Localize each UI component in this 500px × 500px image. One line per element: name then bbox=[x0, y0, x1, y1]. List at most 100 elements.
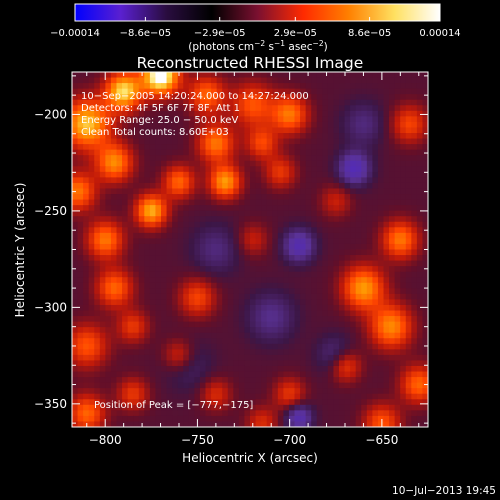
heatmap-cell bbox=[155, 166, 162, 173]
heatmap-cell bbox=[405, 238, 412, 245]
heatmap-cell bbox=[350, 304, 357, 312]
heatmap-cell bbox=[172, 332, 179, 339]
heatmap-cell bbox=[116, 260, 123, 267]
heatmap-cell bbox=[116, 304, 123, 312]
heatmap-cell bbox=[105, 227, 112, 234]
heatmap-cell bbox=[144, 382, 151, 389]
heatmap-cell bbox=[122, 177, 129, 184]
heatmap-cell bbox=[183, 205, 190, 212]
heatmap-cell bbox=[322, 88, 329, 95]
heatmap-cell bbox=[411, 327, 418, 334]
heatmap-cell bbox=[294, 299, 301, 306]
heatmap-cell bbox=[266, 371, 273, 378]
heatmap-cell bbox=[316, 105, 323, 112]
heatmap-cell bbox=[250, 94, 257, 101]
heatmap-cell bbox=[238, 371, 246, 378]
heatmap-cell bbox=[283, 232, 290, 240]
heatmap-cell bbox=[394, 144, 401, 151]
heatmap-cell bbox=[205, 194, 212, 201]
heatmap-cell bbox=[122, 304, 129, 312]
heatmap-cell bbox=[72, 144, 79, 151]
heatmap-cell bbox=[350, 354, 357, 362]
heatmap-cell bbox=[172, 249, 179, 256]
heatmap-cell bbox=[122, 421, 129, 427]
heatmap-cell bbox=[333, 77, 340, 84]
heatmap-cell bbox=[250, 410, 257, 417]
heatmap-cell bbox=[333, 288, 340, 295]
heatmap-cell bbox=[194, 121, 201, 129]
heatmap-cell bbox=[300, 338, 307, 345]
heatmap-cell bbox=[88, 160, 95, 167]
heatmap-cell bbox=[72, 116, 79, 123]
heatmap-cell bbox=[272, 171, 279, 178]
heatmap-cell bbox=[322, 415, 329, 423]
heatmap-cell bbox=[99, 243, 106, 251]
heatmap-cell bbox=[94, 94, 101, 101]
heatmap-cell bbox=[83, 266, 90, 273]
heatmap-cell bbox=[88, 155, 95, 162]
heatmap-cell bbox=[327, 404, 335, 411]
heatmap-cell bbox=[161, 160, 168, 167]
heatmap-cell bbox=[311, 410, 318, 417]
heatmap-cell bbox=[389, 388, 396, 395]
heatmap-cell bbox=[250, 99, 257, 106]
heatmap-cell bbox=[172, 243, 179, 251]
heatmap-cell bbox=[194, 177, 201, 184]
heatmap-cell bbox=[272, 249, 279, 256]
heatmap-cell bbox=[400, 72, 407, 79]
heatmap-cell bbox=[216, 138, 223, 145]
heatmap-cell bbox=[327, 321, 335, 328]
heatmap-cell bbox=[238, 121, 246, 129]
heatmap-cell bbox=[305, 343, 312, 350]
heatmap-cell bbox=[311, 371, 318, 378]
heatmap-cell bbox=[411, 188, 418, 195]
heatmap-cell bbox=[311, 354, 318, 362]
heatmap-cell bbox=[400, 304, 407, 312]
heatmap-cell bbox=[272, 116, 279, 123]
heatmap-cell bbox=[266, 177, 273, 184]
heatmap-cell bbox=[405, 255, 412, 262]
heatmap-cell bbox=[261, 110, 268, 117]
heatmap-cell bbox=[327, 232, 335, 240]
heatmap-cell bbox=[94, 365, 101, 373]
heatmap-cell bbox=[77, 182, 84, 190]
heatmap-cell bbox=[316, 177, 323, 184]
heatmap-cell bbox=[227, 316, 234, 323]
heatmap-cell bbox=[244, 249, 251, 256]
heatmap-cell bbox=[366, 271, 373, 278]
heatmap-cell bbox=[177, 321, 184, 328]
heatmap-cell bbox=[305, 266, 312, 273]
heatmap-cell bbox=[261, 271, 268, 278]
heatmap-cell bbox=[294, 288, 301, 295]
heatmap-cell bbox=[405, 293, 412, 301]
heatmap-cell bbox=[127, 293, 134, 301]
heatmap-cell bbox=[411, 404, 418, 411]
heatmap-cell bbox=[211, 360, 218, 367]
heatmap-cell bbox=[105, 266, 112, 273]
heatmap-cell bbox=[411, 99, 418, 106]
heatmap-cell bbox=[344, 210, 351, 217]
heatmap-cell bbox=[339, 99, 346, 106]
heatmap-cell bbox=[116, 310, 123, 317]
heatmap-cell bbox=[105, 232, 112, 240]
heatmap-cell bbox=[199, 293, 207, 301]
heatmap-cell bbox=[133, 160, 140, 167]
heatmap-cell bbox=[255, 216, 262, 223]
heatmap-cell bbox=[155, 377, 162, 384]
heatmap-cell bbox=[205, 365, 212, 373]
heatmap-cell bbox=[94, 404, 101, 411]
heatmap-cell bbox=[311, 266, 318, 273]
heatmap-cell bbox=[238, 177, 246, 184]
heatmap-cell bbox=[110, 127, 118, 134]
heatmap-cell bbox=[400, 133, 407, 140]
heatmap-cell bbox=[405, 216, 412, 223]
heatmap-cell bbox=[305, 232, 312, 240]
heatmap-cell bbox=[300, 88, 307, 95]
heatmap-cell bbox=[122, 105, 129, 112]
heatmap-cell bbox=[288, 227, 296, 234]
heatmap-cell bbox=[133, 249, 140, 256]
heatmap-cell bbox=[283, 255, 290, 262]
heatmap-cell bbox=[205, 99, 212, 106]
heatmap-cell bbox=[149, 133, 157, 140]
heatmap-cell bbox=[177, 343, 184, 350]
